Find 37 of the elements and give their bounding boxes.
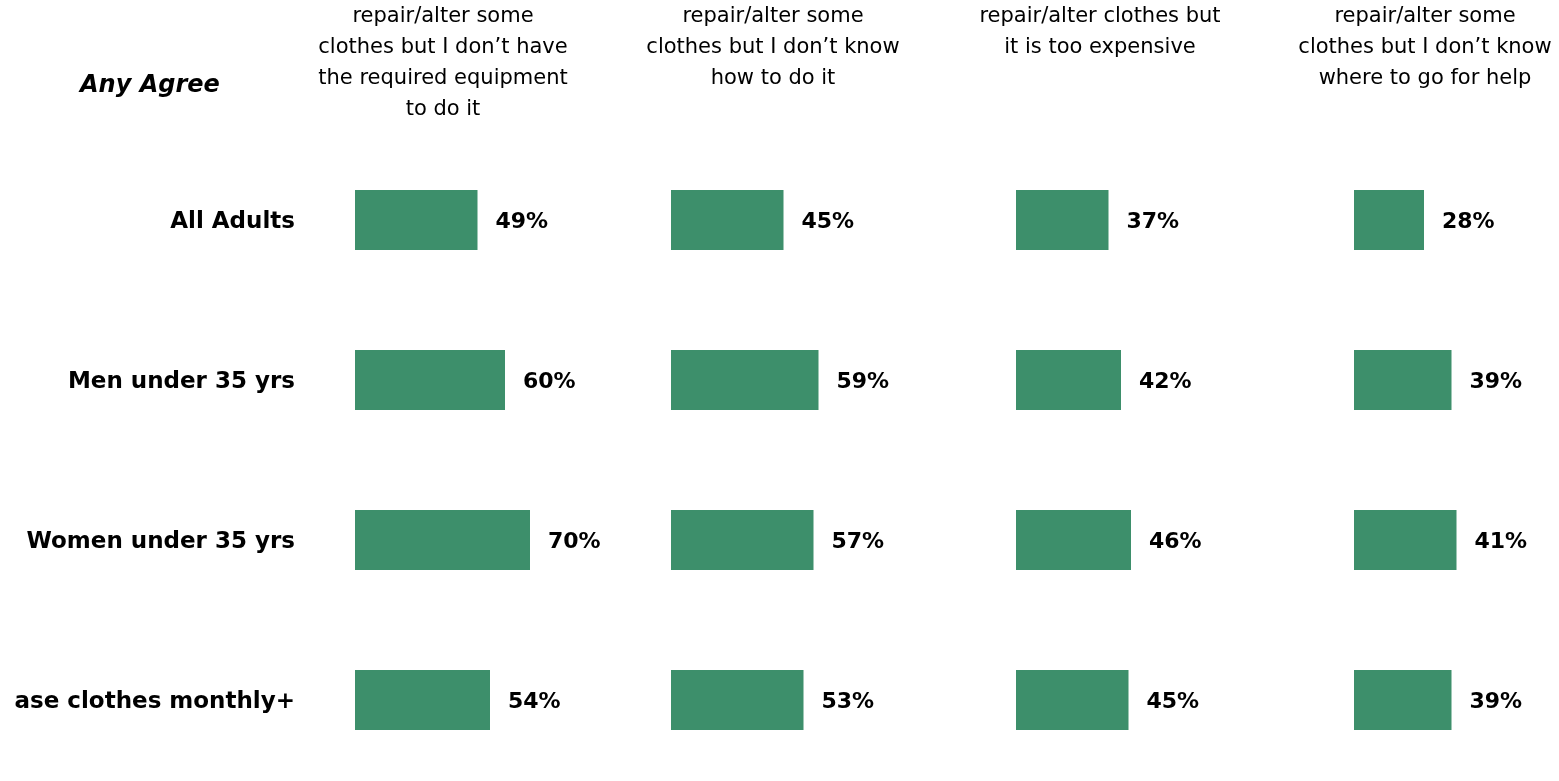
chart-title: repair/alter some clothes but I don’t have the required equipment to do it (317, 2, 569, 122)
data-label: 42% (1139, 367, 1192, 393)
bar (1016, 510, 1131, 570)
y-tick-label: ase clothes monthly+ (14, 687, 295, 714)
data-label: 45% (1146, 687, 1200, 713)
bar (671, 350, 819, 410)
bar (1016, 670, 1129, 730)
bar (1016, 190, 1109, 250)
bar (671, 190, 784, 250)
chart-title: repair/alter some clothes but I don’t know how to do it (645, 2, 901, 91)
bar (355, 190, 478, 250)
y-tick-label: All Adults (170, 207, 295, 234)
y-tick-label: Men under 35 yrs (67, 367, 295, 394)
data-label: 28% (1442, 207, 1495, 233)
data-label: 57% (831, 527, 885, 553)
y-tick-label: Women under 35 yrs (26, 527, 295, 554)
bar (355, 350, 505, 410)
data-label: 46% (1149, 527, 1202, 553)
chart-title: repair/alter clothes but it is too expensive (978, 2, 1222, 60)
data-label: 39% (1469, 687, 1523, 713)
data-label: 45% (801, 207, 855, 233)
bar (355, 670, 490, 730)
text: Any Agree (80, 70, 220, 98)
chart-title: repair/alter some clothes but I don’t know where to go for help (1297, 2, 1553, 91)
data-label: 59% (836, 367, 890, 393)
data-label: 49% (495, 207, 549, 233)
bar (355, 510, 530, 570)
data-label: 41% (1474, 527, 1528, 553)
data-label: 60% (523, 367, 576, 393)
data-label: 53% (821, 687, 875, 713)
data-label: 37% (1126, 207, 1180, 233)
bar (671, 510, 814, 570)
bar (671, 670, 804, 730)
bar (1016, 350, 1121, 410)
data-label: 54% (508, 687, 561, 713)
data-label: 70% (548, 527, 601, 553)
data-label: 39% (1469, 367, 1523, 393)
